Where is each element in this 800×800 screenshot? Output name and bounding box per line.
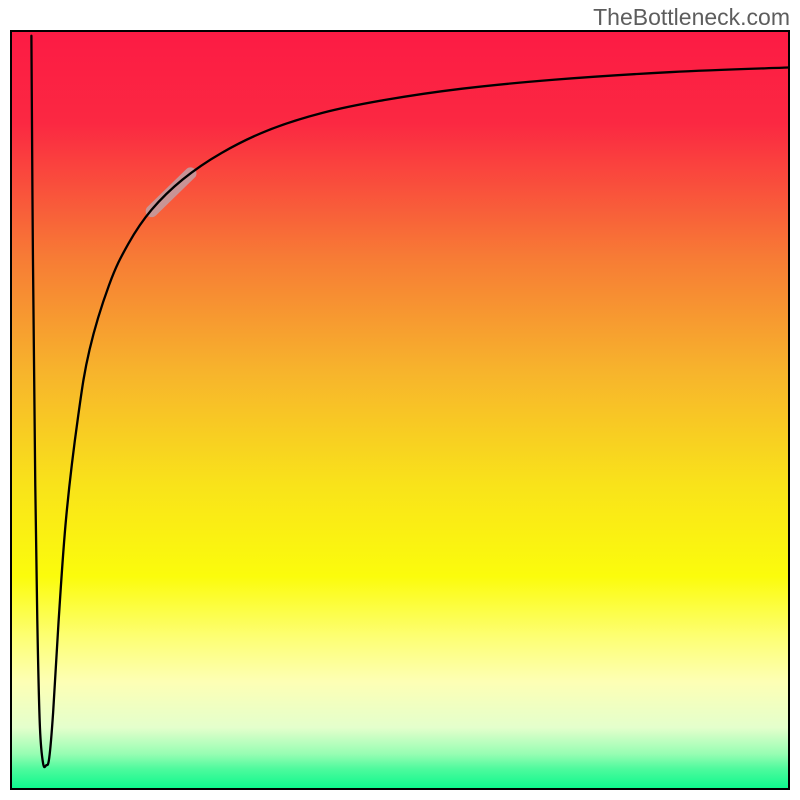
watermark-label: TheBottleneck.com — [593, 4, 790, 31]
chart-container: TheBottleneck.com — [0, 0, 800, 800]
plot-area — [10, 30, 790, 790]
curve-layer — [12, 32, 788, 788]
bottleneck-curve — [31, 36, 788, 767]
